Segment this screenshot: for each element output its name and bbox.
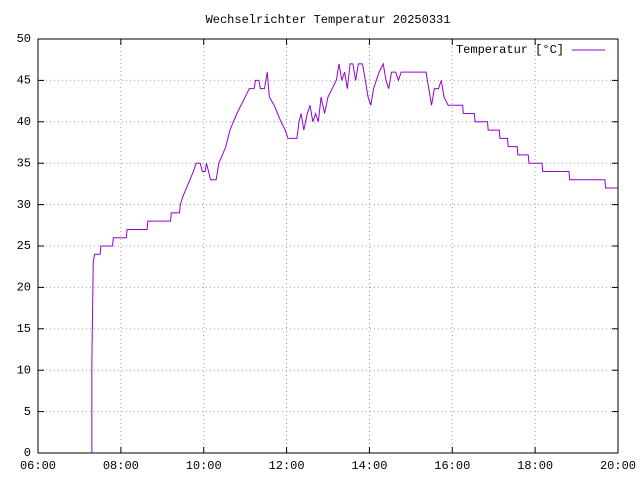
y-tick-label: 40	[17, 115, 31, 129]
y-tick-label: 30	[17, 198, 31, 212]
y-tick-label: 0	[24, 446, 31, 460]
x-tick-label: 12:00	[269, 459, 305, 473]
x-tick-label: 08:00	[103, 459, 139, 473]
legend-label: Temperatur [°C]	[456, 43, 564, 57]
y-tick-label: 15	[17, 322, 31, 336]
x-tick-label: 06:00	[20, 459, 56, 473]
y-tick-label: 50	[17, 32, 31, 46]
x-tick-label: 20:00	[600, 459, 636, 473]
y-tick-label: 5	[24, 405, 31, 419]
y-tick-label: 20	[17, 281, 31, 295]
y-tick-label: 25	[17, 239, 31, 253]
data-line	[91, 62, 618, 453]
x-tick-label: 14:00	[351, 459, 387, 473]
y-tick-label: 10	[17, 363, 31, 377]
x-tick-label: 18:00	[517, 459, 553, 473]
chart-title: Wechselrichter Temperatur 20250331	[206, 13, 451, 27]
x-tick-label: 16:00	[434, 459, 470, 473]
plot-border	[37, 38, 619, 454]
y-tick-label: 45	[17, 74, 31, 88]
x-tick-label: 10:00	[186, 459, 222, 473]
y-tick-label: 35	[17, 156, 31, 170]
